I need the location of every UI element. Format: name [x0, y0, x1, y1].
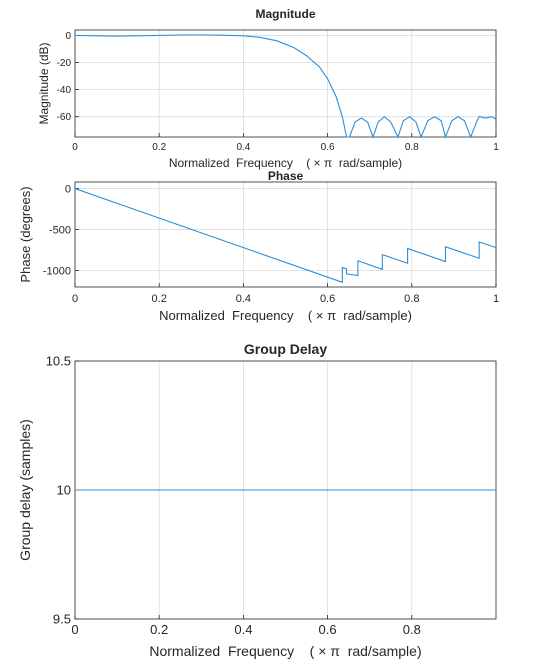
- x-tick-label: 0.6: [319, 622, 337, 637]
- y-axis-label: Magnitude (dB): [37, 42, 51, 124]
- chart-title: Phase: [268, 169, 304, 183]
- y-axis-label: Group delay (samples): [17, 419, 33, 561]
- x-tick-label: 0.2: [152, 293, 167, 305]
- x-tick-label: 0: [71, 622, 78, 637]
- y-tick-label: -500: [49, 224, 71, 236]
- y-axis-label: Phase (degrees): [18, 186, 33, 282]
- chart-panel-2: 0 0.2 0.4 0.6 0.8 9.5 10 10.5 Group Delay Normali…: [17, 341, 497, 659]
- x-tick-label: 0.6: [320, 293, 335, 305]
- x-tick-label: 1: [493, 142, 499, 153]
- x-axis-label: Normalized Frequency ( × π rad/sample): [149, 643, 421, 659]
- x-tick-label: 0.4: [234, 622, 252, 637]
- x-tick-label: 0: [72, 142, 78, 153]
- x-tick-label: 0.2: [150, 622, 168, 637]
- x-tick-label: 0: [72, 293, 78, 305]
- chart-title: Magnitude: [256, 7, 316, 21]
- series-line-0: [74, 188, 497, 284]
- y-tick-label: -20: [57, 58, 72, 69]
- x-tick-label: 0.8: [404, 293, 419, 305]
- chart-panel-0: 0 0.2 0.4 0.6 0.8 1 0 -20 -40 -60 Magnitude Normali…: [37, 7, 499, 170]
- axes-frame: [74, 181, 497, 288]
- x-tick-label: 0.6: [321, 142, 335, 153]
- x-tick-label: 0.4: [236, 293, 251, 305]
- y-tick-label: -40: [57, 85, 72, 96]
- x-tick-label: 0.8: [403, 622, 421, 637]
- y-tick-label: 0: [65, 183, 71, 195]
- axes-frame: [74, 29, 497, 138]
- series-line-0: [74, 34, 497, 139]
- x-axis-label: Normalized Frequency ( × π rad/sample): [169, 156, 402, 170]
- chart-panel-1: 0 0.2 0.4 0.6 0.8 1 0 -500 -1000 Phase Normalized …: [18, 169, 499, 323]
- y-tick-label: 9.5: [53, 612, 71, 627]
- y-tick-label: 10.5: [46, 354, 71, 369]
- y-tick-label: -60: [57, 112, 72, 123]
- x-tick-label: 1: [493, 293, 499, 305]
- y-tick-label: 0: [65, 31, 71, 42]
- x-tick-label: 0.8: [405, 142, 419, 153]
- chart-title: Group Delay: [244, 341, 327, 357]
- y-tick-label: 10: [57, 483, 71, 498]
- x-axis-label: Normalized Frequency ( × π rad/sample): [159, 308, 412, 323]
- y-tick-label: -1000: [43, 265, 71, 277]
- x-tick-label: 0.4: [236, 142, 250, 153]
- x-tick-label: 0.2: [152, 142, 166, 153]
